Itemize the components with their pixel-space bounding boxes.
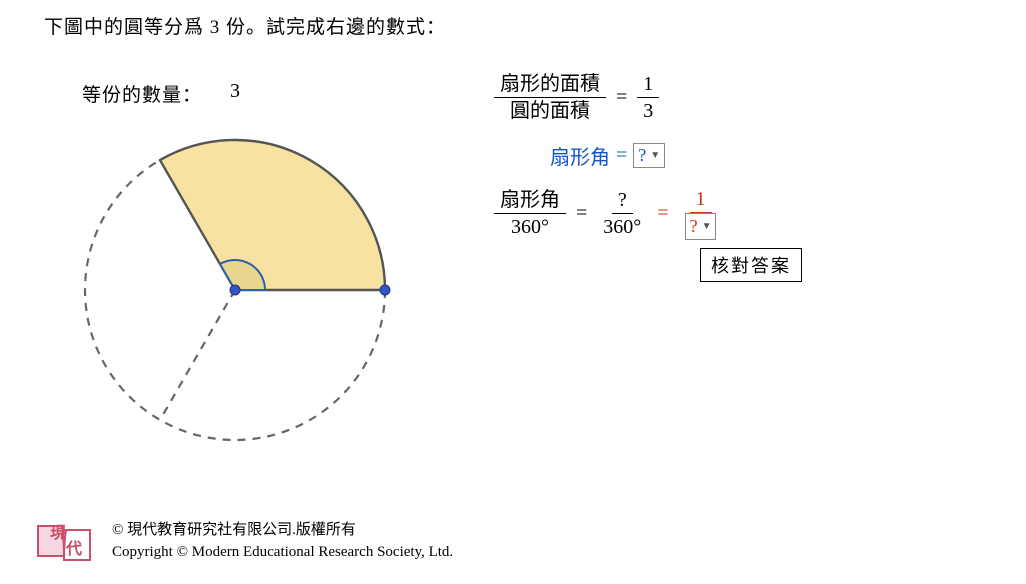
- question-text: 下圖中的圓等分爲 3 份。試完成右邊的數式：: [44, 12, 446, 39]
- svg-text:代: 代: [65, 539, 82, 558]
- equations-panel: 扇形的面積 圓的面積 = 1 3 扇形角 = ? ▼ 扇形角 360° = ? …: [490, 72, 802, 282]
- equation-area-ratio: 扇形的面積 圓的面積 = 1 3: [490, 72, 802, 122]
- equals-sign: =: [616, 86, 627, 109]
- parts-label: 等份的數量：: [82, 80, 202, 107]
- eq1-lhs-den: 圓的面積: [504, 98, 596, 124]
- eq3-rhs-num: 1: [690, 186, 712, 213]
- chevron-down-icon: ▼: [650, 150, 660, 161]
- sector-angle-label: 扇形角: [550, 141, 610, 170]
- denominator-dropdown[interactable]: ? ▼: [685, 213, 717, 240]
- equation-angle-ratio: 扇形角 360° = ? 360° = 1 ? ▼: [490, 188, 802, 238]
- equation-sector-angle: 扇形角 = ? ▼: [490, 130, 802, 180]
- eq3-lhs-num: 扇形角: [494, 187, 566, 214]
- copyright-en: Copyright © Modern Educational Research …: [112, 541, 453, 564]
- chevron-down-icon: ▼: [702, 220, 712, 233]
- copyright-zh: © 現代教育研究社有限公司.版權所有: [112, 519, 453, 542]
- footer: 現代 © 現代教育研究社有限公司.版權所有 Copyright © Modern…: [28, 516, 453, 566]
- eq1-lhs-num: 扇形的面積: [494, 71, 606, 98]
- circle-diagram: [50, 105, 420, 475]
- eq3-rhs-den: ? ▼: [679, 213, 723, 240]
- equals-sign: =: [657, 202, 668, 225]
- publisher-logo: 現代: [28, 516, 100, 566]
- dropdown-placeholder: ?: [690, 215, 698, 238]
- eq3-mid-den: 360°: [597, 214, 647, 240]
- eq3-mid-num: ?: [612, 187, 633, 214]
- parts-value: 3: [230, 80, 240, 103]
- eq1-rhs-den: 3: [637, 98, 659, 124]
- check-answer-button[interactable]: 核對答案: [700, 248, 802, 282]
- eq1-rhs-num: 1: [637, 71, 659, 98]
- equals-sign: =: [616, 144, 627, 167]
- equals-sign: =: [576, 202, 587, 225]
- svg-text:現: 現: [50, 524, 66, 542]
- angle-dropdown[interactable]: ? ▼: [633, 143, 665, 168]
- dropdown-placeholder: ?: [638, 145, 646, 166]
- eq3-lhs-den: 360°: [505, 214, 555, 240]
